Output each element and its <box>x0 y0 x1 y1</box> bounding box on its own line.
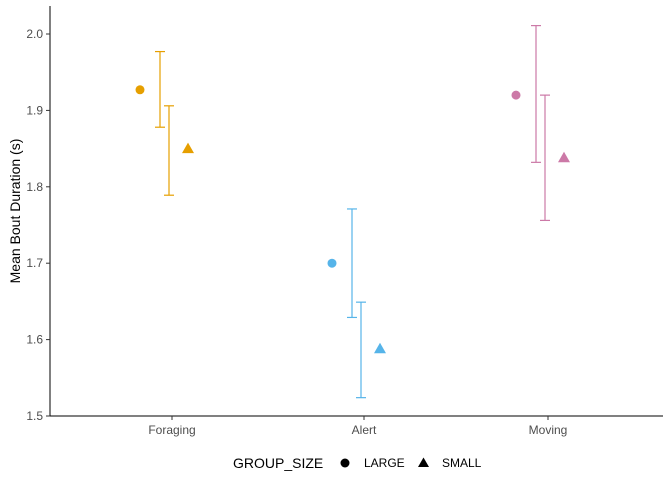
y-tick-label: 2.0 <box>26 27 43 41</box>
y-tick-label: 1.7 <box>26 256 43 270</box>
y-tick-label: 1.9 <box>26 103 43 117</box>
error-bars <box>155 24 550 399</box>
legend-label-large: LARGE <box>364 456 405 470</box>
y-ticks: 1.5 1.6 1.7 1.8 1.9 2.0 <box>26 27 50 423</box>
legend-triangle-icon <box>418 457 429 467</box>
y-axis-label: Mean Bout Duration (s) <box>7 139 23 284</box>
axes <box>49 6 663 417</box>
y-tick-label: 1.5 <box>26 409 43 423</box>
data-points <box>135 85 570 354</box>
x-tick-label: Alert <box>352 423 377 437</box>
legend-title: GROUP_SIZE <box>233 455 323 471</box>
y-tick-label: 1.8 <box>26 180 43 194</box>
data-point-large <box>511 90 521 100</box>
legend-circle-icon <box>340 458 350 468</box>
data-point-small <box>558 151 570 163</box>
x-ticks: Foraging Alert Moving <box>148 416 567 437</box>
data-point-small <box>374 342 386 354</box>
y-tick-label: 1.6 <box>26 333 43 347</box>
x-tick-label: Moving <box>529 423 568 437</box>
data-point-large <box>327 258 337 268</box>
legend-label-small: SMALL <box>442 456 482 470</box>
x-tick-label: Foraging <box>148 423 195 437</box>
data-point-small <box>182 142 194 154</box>
legend: GROUP_SIZE LARGE SMALL <box>233 455 482 471</box>
data-point-large <box>135 85 145 95</box>
